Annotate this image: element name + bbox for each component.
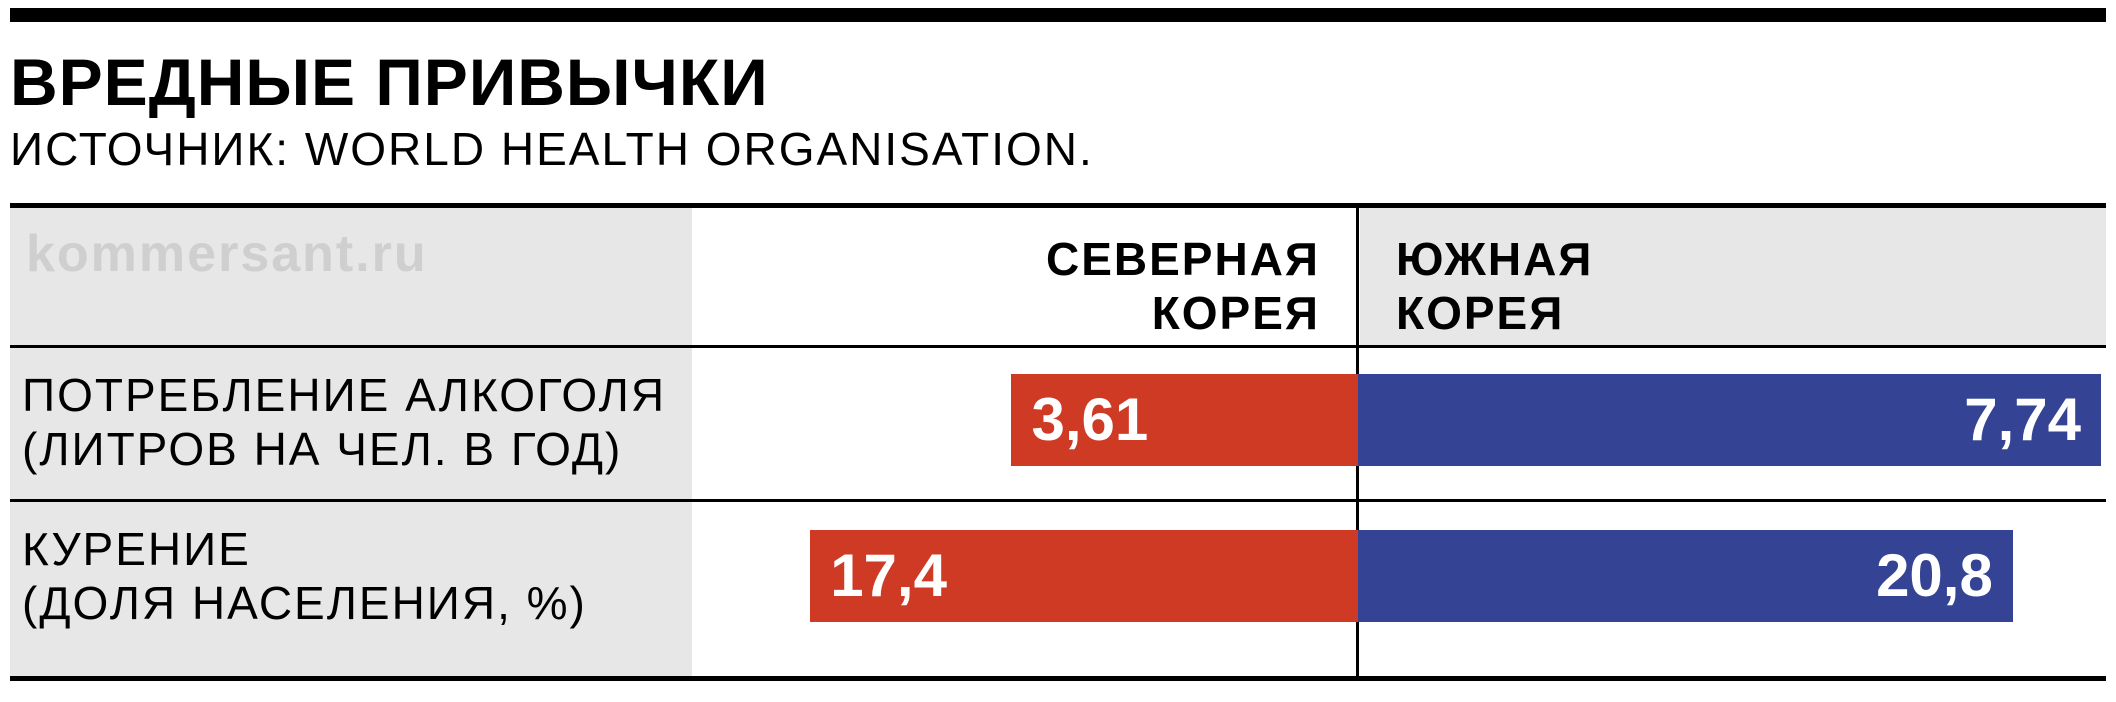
row-label-cell-1 (10, 348, 692, 499)
page-title: ВРЕДНЫЕ ПРИВЫЧКИ (10, 45, 769, 119)
row-label-cell-2 (10, 502, 692, 676)
header-gray-cell-right (1360, 208, 2106, 345)
row-label-alcohol: ПОТРЕБЛЕНИЕ АЛКОГОЛЯ (ЛИТРОВ НА ЧЕЛ. В Г… (22, 369, 667, 475)
bar-label-south-korea-alcohol: 7,74 (1964, 386, 2081, 453)
bar-south-korea-smoking (1358, 530, 2013, 622)
source-note: ИСТОЧНИК: WORLD HEALTH ORGANISATION. (10, 123, 1094, 175)
table-top-rule (10, 203, 2106, 208)
header-divider (10, 345, 2106, 348)
row-divider (10, 499, 2106, 502)
bar-north-korea-alcohol (1011, 374, 1358, 466)
bar-label-south-korea-smoking: 20,8 (1876, 542, 1993, 609)
header-gray-cell (10, 208, 692, 345)
bar-label-north-korea-alcohol: 3,61 (1031, 386, 1149, 453)
bar-label-north-korea-smoking: 17,4 (830, 542, 947, 609)
top-rule (10, 8, 2106, 22)
row-label-smoking: КУРЕНИЕ (ДОЛЯ НАСЕЛЕНИЯ, %) (22, 523, 587, 629)
column-header-south-korea: ЮЖНАЯ КОРЕЯ (1396, 233, 1594, 339)
table-bottom-rule (10, 676, 2106, 681)
bar-north-korea-smoking (810, 530, 1358, 622)
column-header-north-korea: СЕВЕРНАЯ КОРЕЯ (1046, 233, 1320, 339)
watermark: kommersant.ru (26, 225, 428, 283)
bar-south-korea-alcohol (1358, 374, 2101, 466)
